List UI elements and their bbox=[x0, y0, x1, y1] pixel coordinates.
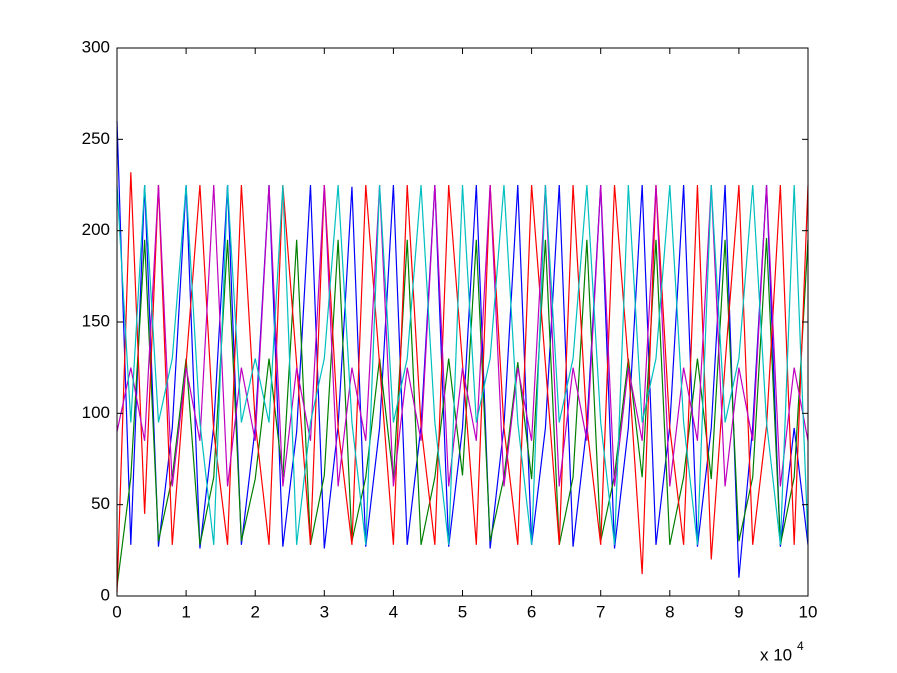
y-tick-label: 0 bbox=[101, 585, 110, 604]
y-tick-label: 50 bbox=[91, 494, 110, 513]
series-line bbox=[116, 121, 809, 578]
x-tick-label: 3 bbox=[320, 602, 329, 621]
series-line bbox=[116, 172, 809, 593]
y-tick-label: 100 bbox=[82, 403, 110, 422]
x-tick-label: 4 bbox=[389, 602, 398, 621]
series-line bbox=[116, 184, 809, 545]
x-multiplier: x 10 bbox=[760, 645, 792, 664]
x-tick-label: 1 bbox=[181, 602, 190, 621]
series-line bbox=[116, 237, 809, 587]
plot-area bbox=[116, 121, 809, 593]
y-tick-label: 250 bbox=[82, 129, 110, 148]
x-multiplier-exponent: 4 bbox=[797, 639, 804, 653]
x-tick-label: 0 bbox=[112, 602, 121, 621]
x-tick-label: 10 bbox=[799, 602, 818, 621]
x-tick-label: 9 bbox=[734, 602, 743, 621]
y-tick-label: 150 bbox=[82, 311, 110, 330]
y-tick-label: 200 bbox=[82, 220, 110, 239]
x-tick-label: 8 bbox=[665, 602, 674, 621]
x-tick-label: 7 bbox=[596, 602, 605, 621]
series-line bbox=[116, 184, 809, 487]
y-tick-label: 300 bbox=[82, 37, 110, 56]
x-tick-label: 5 bbox=[458, 602, 467, 621]
x-tick-label: 6 bbox=[527, 602, 536, 621]
x-tick-label: 2 bbox=[250, 602, 259, 621]
